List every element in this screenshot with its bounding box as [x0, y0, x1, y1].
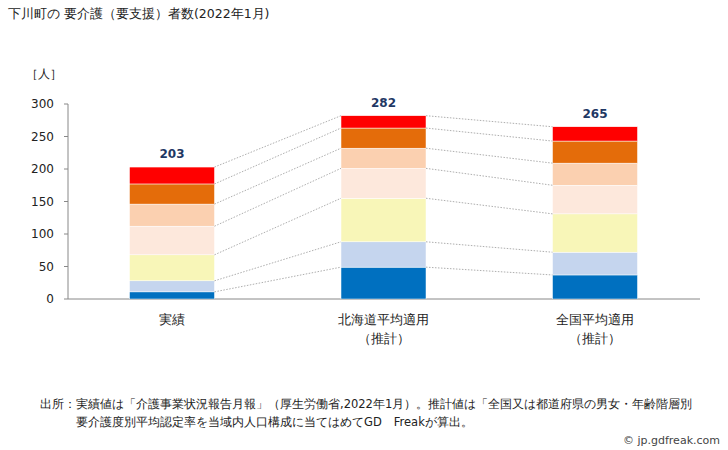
connector	[426, 116, 553, 127]
bar-segment	[553, 163, 638, 185]
connector	[426, 198, 553, 214]
connector	[215, 198, 342, 255]
connector	[215, 168, 342, 226]
bar-segment	[130, 184, 215, 204]
source-note: 出所：実績値は「介護事業状況報告月報」（厚生労働省,2022年1月）。推計値は「…	[40, 397, 692, 411]
y-tick-label: 100	[31, 227, 54, 241]
bar-segment	[341, 242, 426, 267]
source-note: 要介護度別平均認定率を当域内人口構成に当てはめてGD Freakが算出。	[76, 415, 473, 429]
bar-segment	[130, 204, 215, 226]
bar-segment	[553, 275, 638, 299]
bar-segment	[130, 281, 215, 292]
connectors	[215, 116, 553, 292]
connector	[426, 128, 553, 141]
y-tick	[64, 201, 68, 202]
y-tick-label: 300	[31, 97, 54, 111]
bar-segment	[130, 292, 215, 299]
bar-segment	[341, 148, 426, 168]
bar-segment	[341, 116, 426, 128]
y-tick	[64, 169, 68, 170]
bar-segment	[341, 128, 426, 148]
y-tick-label: 200	[31, 162, 54, 176]
y-tick-label: 50	[39, 260, 54, 274]
chart: 下川町の 要介護（要支援）者数(2022年1月) ［人］ 0 50 100 150 200 2…	[0, 0, 728, 450]
bar-segment	[553, 141, 638, 163]
y-tick-label: 0	[46, 292, 54, 306]
connector	[426, 242, 553, 252]
bar-segment	[553, 185, 638, 214]
connector	[426, 148, 553, 163]
y-tick	[64, 136, 68, 137]
y-tick	[64, 266, 68, 267]
credit: © jp.gdfreak.com	[623, 434, 720, 447]
connector	[215, 267, 342, 292]
y-tick	[64, 104, 68, 105]
bar-segment	[553, 214, 638, 252]
x-tick-label: 全国平均適用（推計）	[556, 312, 634, 346]
bar-segment	[553, 252, 638, 275]
total-label: 282	[371, 96, 396, 110]
bar-segment	[341, 198, 426, 242]
connector	[426, 168, 553, 185]
bar-segment	[130, 167, 215, 184]
y-tick	[64, 234, 68, 235]
bar-segment	[341, 267, 426, 299]
bar-segment	[341, 168, 426, 198]
y-tick-label: 250	[31, 130, 54, 144]
connector	[426, 267, 553, 275]
bar-segment	[130, 255, 215, 281]
bar-segment	[130, 226, 215, 255]
title: 下川町の 要介護（要支援）者数(2022年1月)	[8, 6, 270, 21]
connector	[215, 116, 342, 167]
x-tick-label: 実績	[159, 312, 185, 327]
connector	[215, 242, 342, 281]
bar-segment	[553, 127, 638, 141]
connector	[215, 128, 342, 184]
y-axis-label: ［人］	[26, 67, 62, 81]
total-label: 265	[582, 107, 607, 121]
marks	[130, 116, 638, 299]
y-tick	[64, 299, 68, 300]
y-tick-label: 150	[31, 195, 54, 209]
x-tick-label: 北海道平均適用（推計）	[338, 312, 429, 346]
total-label: 203	[159, 147, 184, 161]
connector	[215, 148, 342, 204]
